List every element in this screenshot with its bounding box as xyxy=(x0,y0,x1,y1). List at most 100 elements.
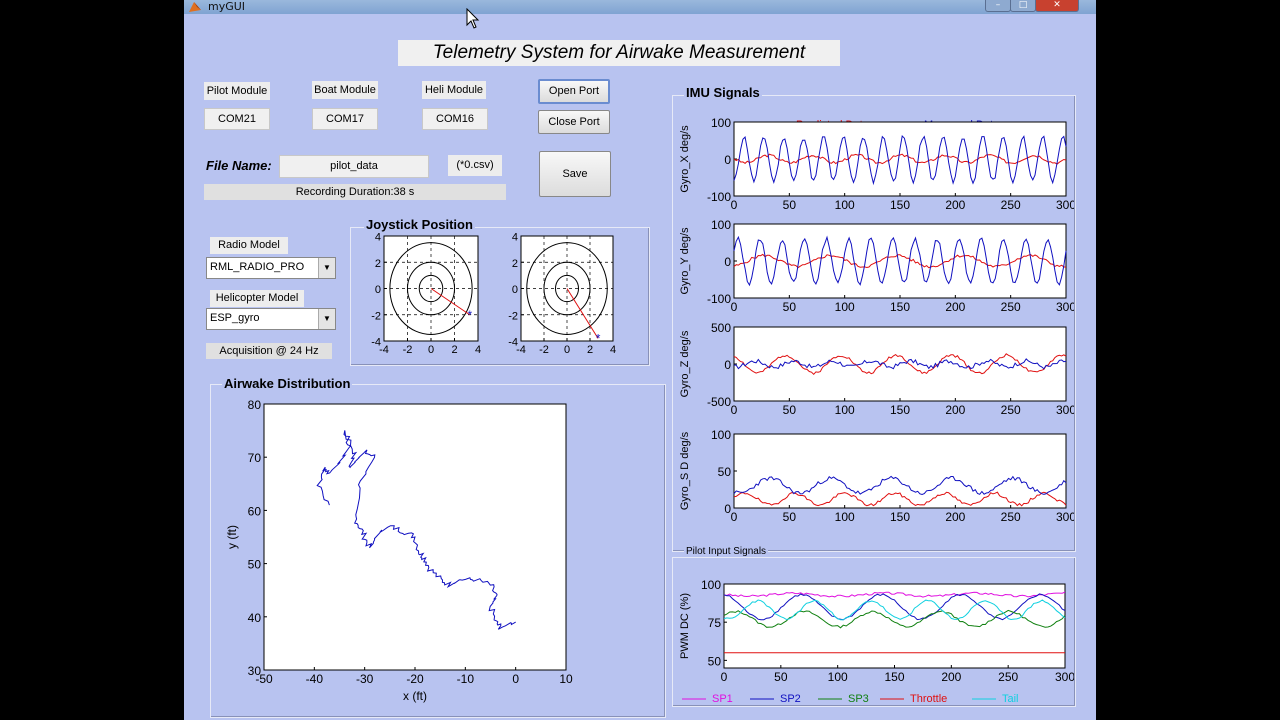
heli-module-port[interactable]: COM16 xyxy=(422,108,488,130)
airwake-trajectory xyxy=(316,430,516,630)
gui-body: Telemetry System for Airwake Measurement… xyxy=(186,14,1094,718)
y-tick-label: 100 xyxy=(701,578,721,592)
minimize-button[interactable]: – xyxy=(985,0,1011,12)
heli-module-label: Heli Module xyxy=(422,81,486,99)
pilot-module-label: Pilot Module xyxy=(204,82,270,100)
plot-area xyxy=(733,121,1067,197)
helicopter-model-dropdown[interactable]: ESP_gyro ▼ xyxy=(206,308,336,330)
x-tick-label: -2 xyxy=(403,344,413,356)
plot-area xyxy=(733,433,1067,509)
y-tick-label: 4 xyxy=(512,232,518,244)
x-tick-label: 250 xyxy=(1001,403,1021,417)
y-tick-label: -500 xyxy=(707,395,731,409)
chevron-down-icon[interactable]: ▼ xyxy=(318,309,335,329)
range-ring xyxy=(543,261,591,316)
y-tick-label: 100 xyxy=(711,428,731,442)
y-tick-label: 4 xyxy=(375,232,381,244)
x-tick-label: 50 xyxy=(783,300,797,314)
range-ring xyxy=(555,274,579,303)
x-tick-label: 0 xyxy=(512,672,519,686)
x-tick-label: -10 xyxy=(457,672,475,686)
legend-label: SP2 xyxy=(780,693,801,704)
series-line-sp1 xyxy=(723,591,1066,598)
y-tick-label: 0 xyxy=(724,358,731,372)
y-tick-label: 30 xyxy=(248,664,262,678)
matlab-icon xyxy=(189,2,201,12)
helicopter-model-value: ESP_gyro xyxy=(210,312,260,324)
x-tick-label: 2 xyxy=(587,344,593,356)
recording-duration: Recording Duration:38 s xyxy=(204,184,506,200)
y-tick-label: 70 xyxy=(248,451,262,465)
x-tick-label: 250 xyxy=(998,670,1018,684)
plot-area xyxy=(723,583,1066,669)
imu-panel-title: IMU Signals xyxy=(684,85,762,100)
joystick-point-marker: * xyxy=(467,308,472,322)
radio-model-dropdown[interactable]: RML_RADIO_PRO ▼ xyxy=(206,257,336,279)
x-tick-label: -4 xyxy=(379,344,389,356)
pilot-input-chart: 0 50 100 150 200 250 300 50 75 100 PWM DC (%) SP1 SP… xyxy=(679,578,1074,704)
y-tick-label: 0 xyxy=(724,153,731,167)
legend-label: SP1 xyxy=(712,693,733,704)
y-axis-label: Gyro_Z deg/s xyxy=(679,330,691,397)
x-tick-label: 4 xyxy=(475,344,481,356)
x-tick-label: 150 xyxy=(890,403,910,417)
x-tick-label: -30 xyxy=(356,672,374,686)
measured-data-line xyxy=(733,235,1067,287)
y-tick-label: -2 xyxy=(371,310,381,322)
save-button[interactable]: Save xyxy=(539,151,611,197)
file-name-input[interactable]: pilot_data xyxy=(279,155,429,178)
chevron-down-icon[interactable]: ▼ xyxy=(318,258,335,278)
y-tick-label: 50 xyxy=(708,654,722,668)
series-line-sp3 xyxy=(723,609,1066,629)
joystick-chart: -4 -2 0 2 4 -4 -2 0 2 4 * -4 -2 0 2 4 -4 -2 0 2 4 * xyxy=(371,232,616,357)
acquisition-rate: Acquisition @ 24 Hz xyxy=(206,343,332,359)
radio-model-label: Radio Model xyxy=(210,237,288,254)
measured-data-line xyxy=(733,134,1067,186)
range-ring xyxy=(389,242,473,335)
x-tick-label: -40 xyxy=(306,672,324,686)
x-tick-label: 300 xyxy=(1056,300,1074,314)
x-tick-label: 250 xyxy=(1001,198,1021,212)
x-tick-label: 200 xyxy=(945,300,965,314)
y-tick-label: 60 xyxy=(248,504,262,518)
predicted-data-line xyxy=(733,491,1067,507)
x-tick-label: 200 xyxy=(945,510,965,524)
joystick-panel-title: Joystick Position xyxy=(364,217,475,232)
x-tick-label: 0 xyxy=(731,403,738,417)
y-tick-label: 75 xyxy=(708,616,722,630)
x-tick-label: 4 xyxy=(610,344,616,356)
boat-module-port[interactable]: COM17 xyxy=(312,108,378,130)
y-tick-label: 100 xyxy=(711,218,731,232)
pilot-input-panel xyxy=(672,557,1076,707)
x-tick-label: 50 xyxy=(783,198,797,212)
x-tick-label: 0 xyxy=(721,670,728,684)
x-tick-label: 0 xyxy=(731,300,738,314)
maximize-button[interactable]: □ xyxy=(1010,0,1036,12)
joystick-vector xyxy=(566,288,599,339)
close-button[interactable]: ✕ xyxy=(1035,0,1079,12)
y-tick-label: 40 xyxy=(248,611,262,625)
y-tick-label: 100 xyxy=(711,116,731,130)
boat-module-label: Boat Module xyxy=(312,81,378,99)
y-tick-label: 0 xyxy=(512,284,518,296)
x-tick-label: 50 xyxy=(774,670,788,684)
pilot-module-port[interactable]: COM21 xyxy=(204,108,270,130)
predicted-data-line xyxy=(733,253,1067,269)
series-line-sp2 xyxy=(723,593,1066,621)
close-port-button[interactable]: Close Port xyxy=(538,110,610,134)
x-tick-label: 0 xyxy=(428,344,434,356)
x-tick-label: 50 xyxy=(783,403,797,417)
x-tick-label: -4 xyxy=(516,344,526,356)
x-tick-label: 0 xyxy=(731,198,738,212)
y-axis-label: Gyro_S D deg/s xyxy=(679,431,691,510)
mygui-window: myGUI – □ ✕ Telemetry System for Airwake… xyxy=(184,0,1096,720)
plot-area xyxy=(733,326,1067,402)
x-axis-label: x (ft) xyxy=(403,689,427,703)
airwake-chart: -50 -40 -30 -20 -10 0 10 30 40 50 60 70 80 x (ft) y (f… xyxy=(225,398,573,703)
legend-label: Tail xyxy=(1002,693,1019,704)
y-tick-label: 500 xyxy=(711,321,731,335)
joystick-point-marker: * xyxy=(596,331,601,345)
x-tick-label: 300 xyxy=(1056,403,1074,417)
open-port-button[interactable]: Open Port xyxy=(538,79,610,104)
radio-model-value: RML_RADIO_PRO xyxy=(210,261,305,273)
